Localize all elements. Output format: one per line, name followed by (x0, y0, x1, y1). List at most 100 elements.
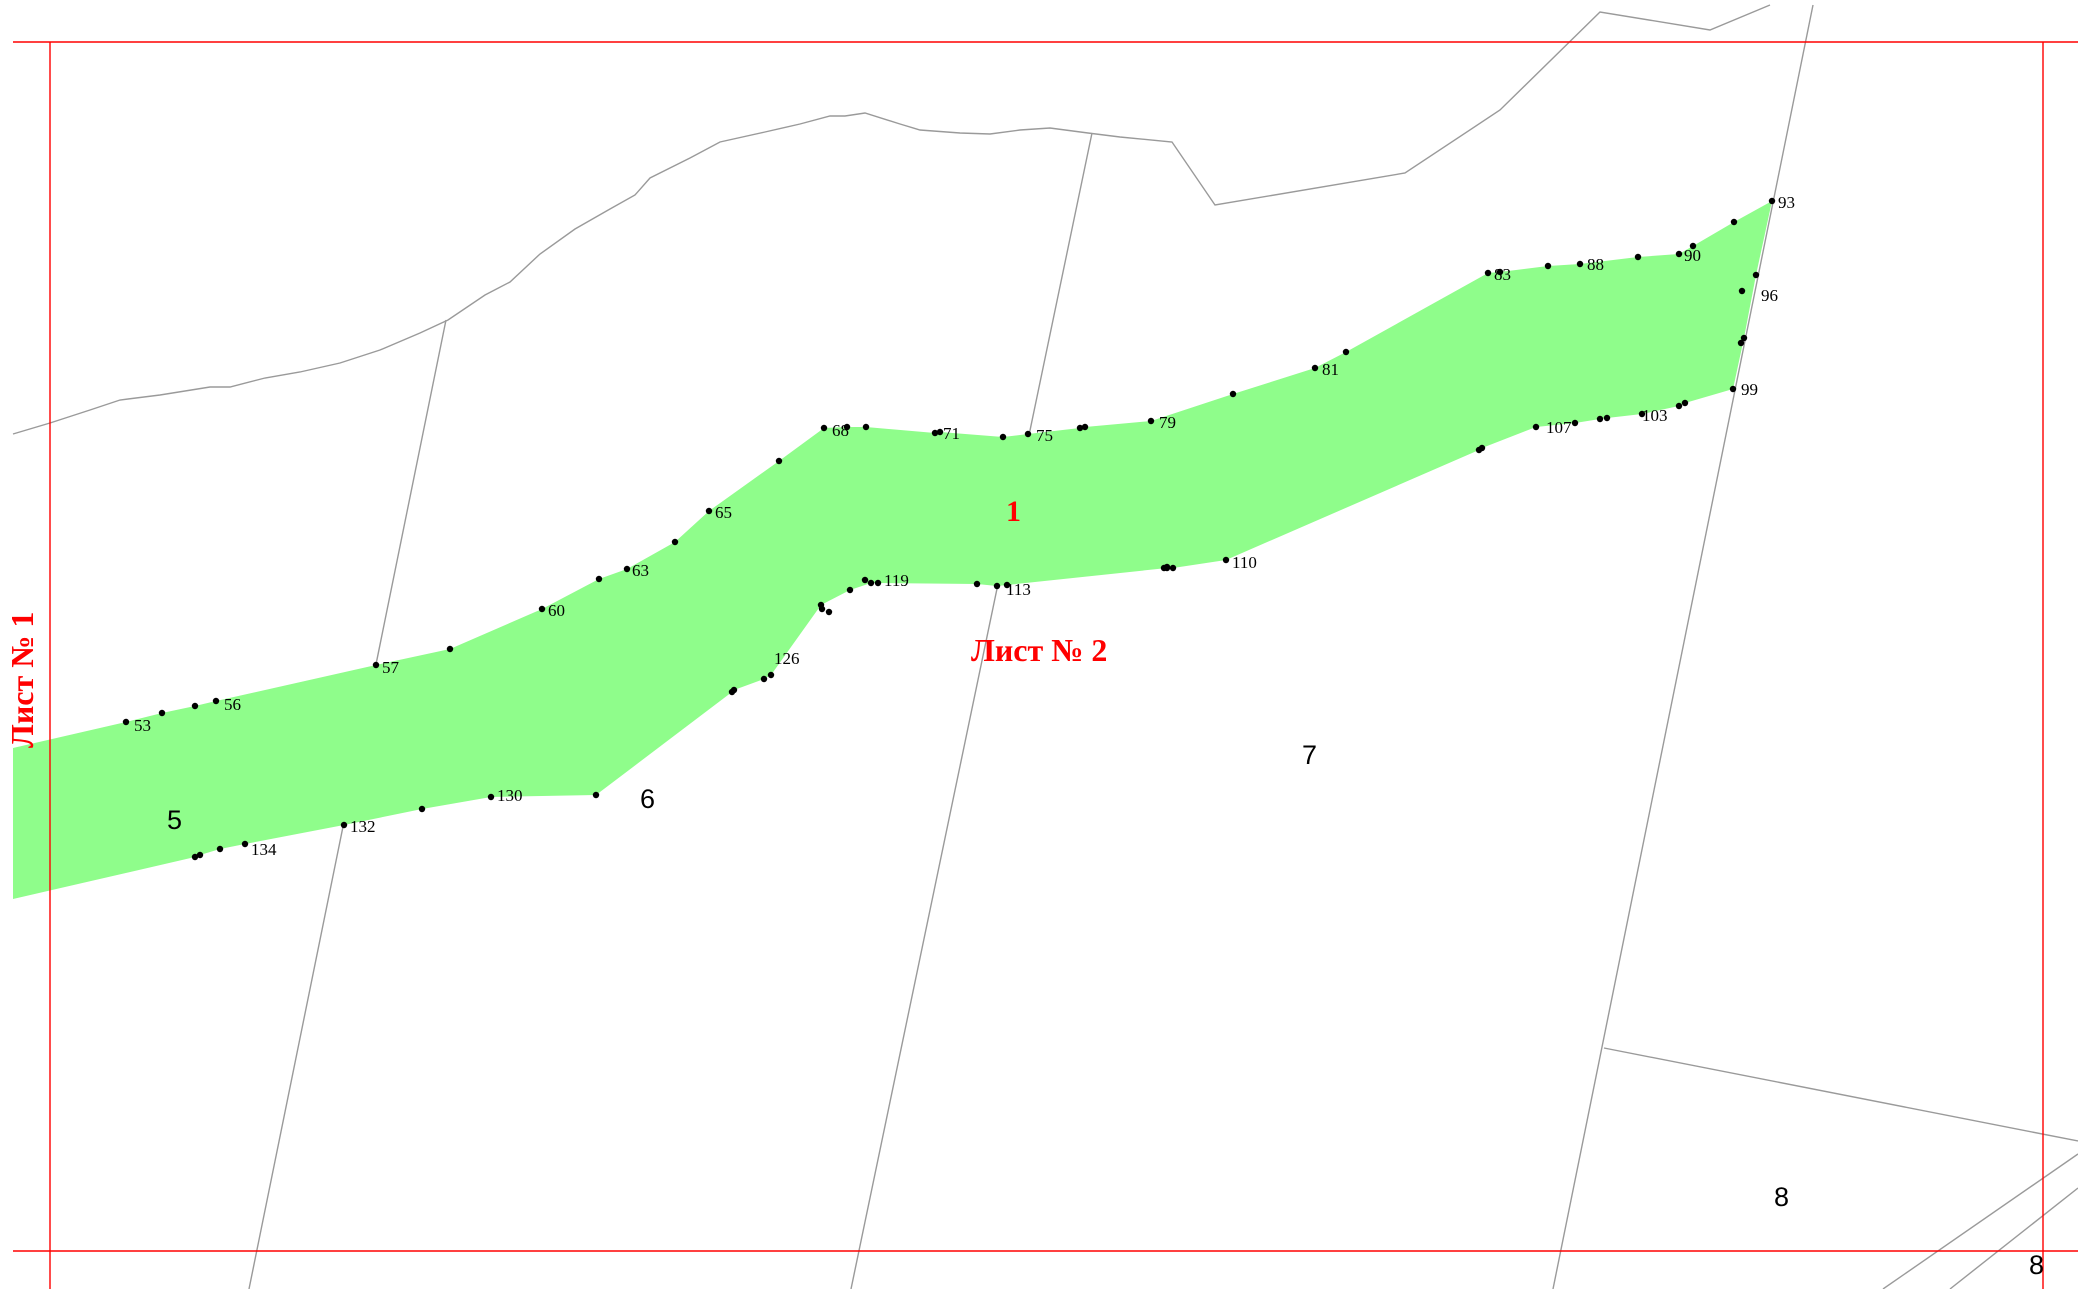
vertex-point (874, 579, 882, 587)
vertex-point (1311, 364, 1319, 372)
vertex-point (1752, 271, 1760, 279)
vertex-point (1003, 581, 1011, 589)
parcel-label-8-corner: 8 (2029, 1250, 2044, 1280)
vertex-point (820, 424, 828, 432)
vertex-point (1740, 334, 1748, 342)
vertex-point (418, 805, 426, 813)
vertex-point (241, 840, 249, 848)
vertex-point (1737, 339, 1745, 347)
boundary-line-8-top (1603, 1047, 2078, 1142)
vertex-point (122, 718, 130, 726)
sheet-label-1: Лист № 1 (4, 612, 40, 748)
vertex-point (861, 576, 869, 584)
point-label-130: 130 (497, 786, 523, 805)
vertex-point (671, 538, 679, 546)
point-labels: 53 56 57 60 63 65 68 71 75 79 81 83 88 9… (134, 193, 1795, 859)
vertex-point (1160, 564, 1168, 572)
vertex-point (1738, 287, 1746, 295)
vertex-point (1675, 250, 1683, 258)
point-label-132: 132 (350, 817, 376, 836)
parcel-label-6: 6 (640, 784, 655, 814)
vertex-point (775, 457, 783, 465)
vertex-point (446, 645, 454, 653)
point-label-93: 93 (1778, 193, 1795, 212)
vertex-point (825, 608, 833, 616)
point-label-56: 56 (224, 695, 241, 714)
vertex-point (1729, 385, 1737, 393)
vertex-point (191, 853, 199, 861)
vertex-point (1675, 402, 1683, 410)
point-label-126: 126 (774, 649, 800, 668)
vertex-point (592, 791, 600, 799)
vertex-point (1484, 269, 1492, 277)
zone-polygon (13, 201, 1772, 899)
point-label-96: 96 (1761, 286, 1778, 305)
vertex-point (1496, 268, 1504, 276)
vertex-point (1768, 197, 1776, 205)
point-label-103: 103 (1642, 406, 1668, 425)
vertex-point (1689, 242, 1697, 250)
vertex-point (1532, 423, 1540, 431)
vertex-point (1603, 414, 1611, 422)
point-label-88: 88 (1587, 255, 1604, 274)
point-label-110: 110 (1232, 553, 1257, 572)
vertex-point (993, 582, 1001, 590)
vertex-point (760, 675, 768, 683)
boundary-line-8-diag-b (1949, 1187, 2078, 1289)
vertex-point (1229, 390, 1237, 398)
sheet-label-2: Лист № 2 (971, 632, 1107, 668)
vertex-point (1571, 419, 1579, 427)
point-label-134: 134 (251, 840, 277, 859)
parcel-label-7: 7 (1302, 740, 1317, 770)
parcel-boundaries (12, 4, 2078, 1289)
vertex-point (1024, 430, 1032, 438)
vertex-point (216, 845, 224, 853)
vertex-point (1475, 446, 1483, 454)
vertex-point (705, 507, 713, 515)
point-label-65: 65 (715, 503, 732, 522)
vertex-point (999, 433, 1007, 441)
vertex-point (843, 423, 851, 431)
vertex-point (1681, 399, 1689, 407)
vertex-point (595, 575, 603, 583)
vertex-point (191, 702, 199, 710)
vertex-point (867, 579, 875, 587)
parcel-label-8: 8 (1774, 1182, 1789, 1212)
point-label-99: 99 (1741, 380, 1758, 399)
point-label-57: 57 (382, 658, 400, 677)
point-label-90: 90 (1684, 246, 1701, 265)
parcel-labels: 5 6 7 8 8 (167, 740, 2044, 1280)
vertex-point (1576, 260, 1584, 268)
vertex-point (487, 793, 495, 801)
vertex-point (1342, 348, 1350, 356)
vertex-point (767, 671, 775, 679)
boundary-river-edge (12, 4, 1771, 435)
vertex-point (1638, 410, 1646, 418)
vertex-point (158, 709, 166, 717)
sheet-frames (13, 41, 2078, 1289)
point-label-63: 63 (632, 561, 649, 580)
point-label-71: 71 (943, 424, 960, 443)
point-label-79: 79 (1159, 413, 1176, 432)
vertex-point (1169, 564, 1177, 572)
vertex-point (1222, 556, 1230, 564)
boundary-line-8-diag-a (1882, 1153, 2078, 1289)
vertex-point (1076, 424, 1084, 432)
vertex-point (728, 688, 736, 696)
vertex-point (1730, 218, 1738, 226)
point-label-75: 75 (1036, 426, 1053, 445)
point-label-113: 113 (1006, 580, 1031, 599)
vertex-point (818, 605, 826, 613)
point-label-60: 60 (548, 601, 565, 620)
vertex-point (936, 428, 944, 436)
vertex-point (340, 821, 348, 829)
boundary-line-7-8 (1552, 4, 1814, 1289)
vertex-point (196, 851, 204, 859)
point-label-107: 107 (1546, 418, 1572, 437)
vertex-point (973, 580, 981, 588)
vertex-point (1634, 253, 1642, 261)
point-label-53: 53 (134, 716, 151, 735)
point-label-83: 83 (1494, 265, 1511, 284)
point-label-68: 68 (832, 421, 849, 440)
